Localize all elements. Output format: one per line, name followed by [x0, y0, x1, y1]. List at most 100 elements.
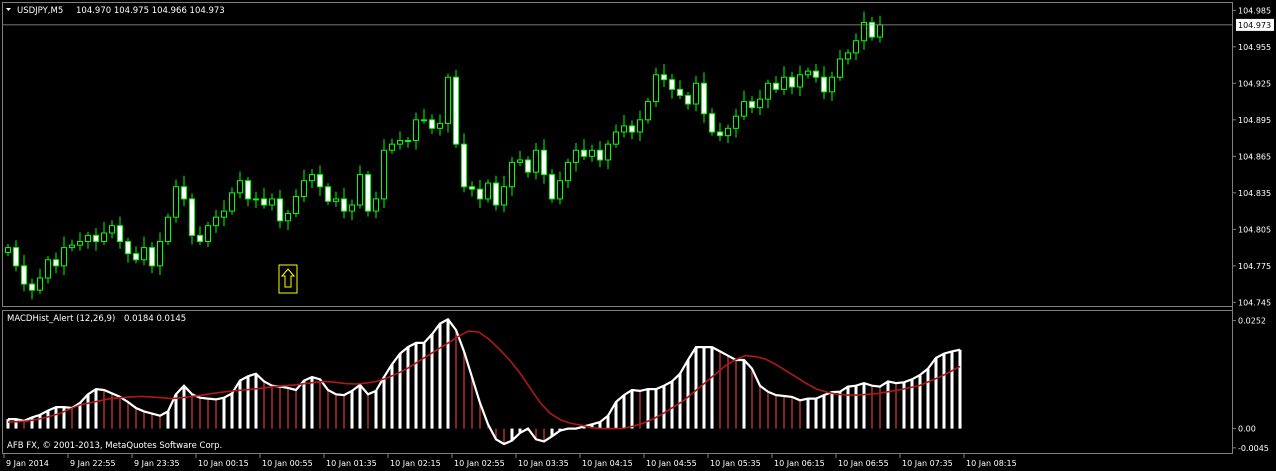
time-tick-label: 9 Jan 23:35 — [134, 459, 180, 468]
candle-body — [541, 149, 547, 176]
candle — [53, 252, 59, 274]
candle — [69, 239, 75, 252]
candle-body — [5, 247, 11, 253]
candle — [821, 66, 827, 100]
time-tick-label: 10 Jan 06:55 — [838, 459, 889, 468]
candle — [109, 220, 115, 239]
macd-tick-label: 0.00 — [1238, 425, 1256, 434]
candle-body — [93, 234, 99, 243]
time-axis: 9 Jan 2014 9 Jan 22:55 9 Jan 23:35 10 Jan 0… — [3, 454, 1017, 468]
candle-body — [749, 101, 755, 109]
candle-body — [229, 192, 235, 212]
candle-body — [197, 234, 203, 243]
candle — [133, 246, 139, 264]
candle-body — [189, 198, 195, 236]
time-tick-label: 10 Jan 04:55 — [646, 459, 697, 468]
candle — [389, 138, 395, 154]
candle-body — [437, 122, 443, 129]
candle-body — [141, 247, 147, 261]
candle — [149, 242, 155, 274]
candle — [405, 136, 411, 148]
candle — [261, 187, 267, 209]
candle — [29, 278, 35, 300]
candle-body — [653, 74, 659, 103]
candle — [421, 108, 427, 124]
candle — [325, 183, 331, 205]
current-price-box — [1236, 18, 1274, 31]
candle-body — [237, 180, 243, 194]
candle-body — [869, 21, 875, 38]
candle-body — [509, 161, 515, 188]
candle-body — [773, 82, 779, 90]
candle-body — [557, 180, 563, 200]
candle-body — [821, 76, 827, 93]
candle-body — [253, 198, 259, 201]
candle-body — [269, 198, 275, 206]
candle — [333, 191, 339, 207]
dropdown-triangle-icon[interactable] — [6, 8, 11, 11]
candle-body — [621, 125, 627, 133]
candle — [165, 213, 171, 246]
candle — [565, 158, 571, 188]
candle — [509, 156, 515, 196]
candle-body — [805, 70, 811, 76]
candle-body — [797, 74, 803, 88]
candle — [357, 165, 363, 209]
candle — [293, 189, 299, 218]
candle — [237, 171, 243, 199]
candle — [701, 72, 707, 123]
candle-body — [549, 174, 555, 200]
candle-body — [725, 127, 731, 137]
price-tick-label: 104.805 — [1238, 225, 1271, 234]
candle — [677, 80, 683, 100]
candle-body — [221, 210, 227, 218]
candle-body — [245, 180, 251, 200]
time-tick-label: 10 Jan 02:15 — [390, 459, 441, 468]
candle-body — [301, 180, 307, 197]
candle — [253, 191, 259, 209]
candle-body — [333, 198, 339, 202]
candle — [541, 139, 547, 184]
candle — [93, 228, 99, 251]
candle-body — [21, 265, 27, 285]
candle-body — [741, 101, 747, 117]
candle — [213, 209, 219, 233]
candle — [733, 108, 739, 138]
time-tick-label: 10 Jan 02:55 — [454, 459, 505, 468]
price-tick-label: 104.865 — [1238, 152, 1271, 161]
candle-body — [317, 174, 323, 188]
time-tick-label: 10 Jan 01:35 — [326, 459, 377, 468]
candle-body — [677, 88, 683, 96]
candle-body — [493, 182, 499, 206]
candle-body — [813, 70, 819, 78]
candle — [485, 179, 491, 203]
candle-body — [277, 198, 283, 222]
candle — [797, 65, 803, 97]
main-price-pane — [3, 11, 1232, 300]
candle — [181, 175, 187, 207]
candle-body — [165, 216, 171, 243]
candle — [533, 142, 539, 180]
candle — [669, 74, 675, 99]
candle — [189, 193, 195, 245]
candle-body — [429, 119, 435, 129]
candle — [445, 73, 451, 133]
candle-body — [293, 195, 299, 215]
candle-body — [765, 82, 771, 100]
candle — [381, 139, 387, 209]
candle-body — [637, 119, 643, 133]
candle — [173, 179, 179, 223]
candle — [221, 200, 227, 227]
candle-body — [77, 241, 83, 246]
candle — [429, 114, 435, 134]
candle-body — [101, 232, 107, 243]
candle — [525, 156, 531, 178]
candle-body — [485, 182, 491, 200]
candle-body — [261, 198, 267, 206]
candle-body — [533, 149, 539, 173]
candle-body — [733, 115, 739, 129]
candle-body — [445, 76, 451, 124]
candle-body — [581, 149, 587, 157]
candle — [693, 76, 699, 112]
candle-body — [517, 159, 523, 163]
